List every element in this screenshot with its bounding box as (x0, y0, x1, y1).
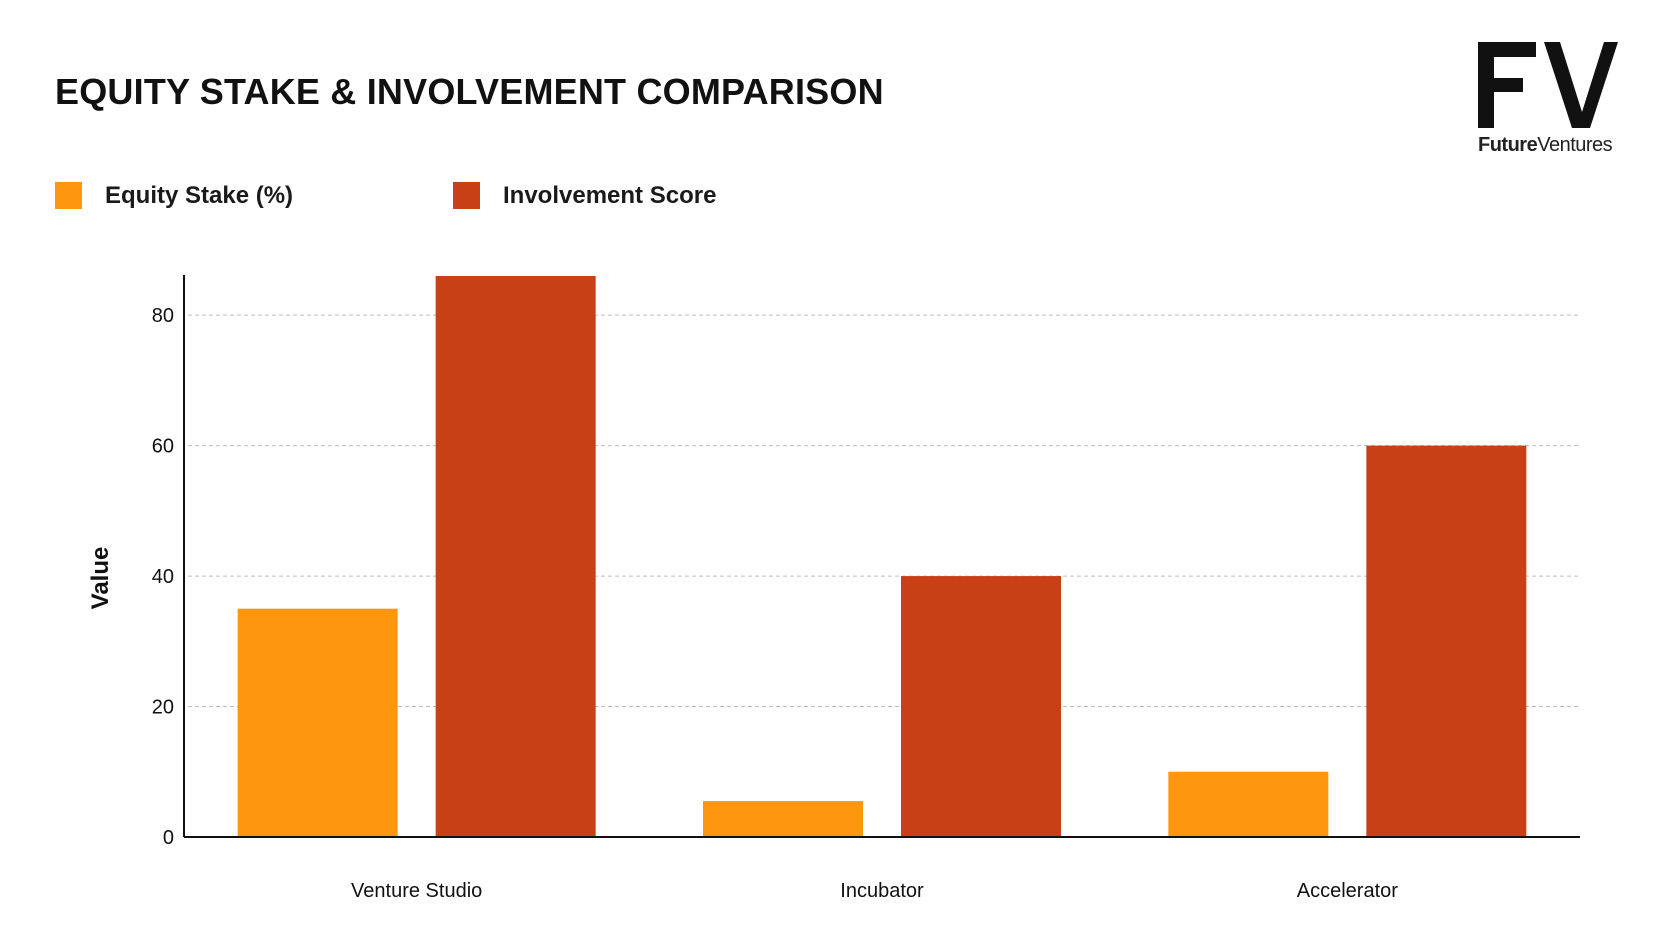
legend-swatch-involvement-score (453, 182, 480, 209)
bar-equity-stake (703, 801, 863, 837)
legend-label-involvement-score: Involvement Score (503, 182, 717, 209)
y-tick-label: 20 (152, 697, 174, 719)
bar-equity-stake (1168, 771, 1329, 837)
x-tick-label: Venture Studio (351, 880, 482, 902)
x-tick-label: Incubator (840, 880, 924, 902)
y-tick-label: 40 (152, 566, 174, 588)
bar-involvement-score (1366, 445, 1527, 837)
x-tick-label: Accelerator (1297, 880, 1398, 902)
logo-word-future: Future (1478, 134, 1538, 156)
future-ventures-logo: FutureVentures (1470, 36, 1620, 166)
y-tick-label: 60 (152, 436, 174, 458)
logo-word-ventures: Ventures (1537, 134, 1613, 156)
legend-label-equity-stake: Equity Stake (%) (105, 182, 294, 209)
bar-equity-stake (237, 608, 398, 837)
logo-wordmark: FutureVentures (1478, 134, 1613, 157)
legend-swatch-equity-stake (55, 182, 82, 209)
fv-logo-mark-icon (1478, 42, 1618, 128)
bar-involvement-score (901, 576, 1061, 837)
bar-involvement-score (435, 276, 596, 837)
y-axis-label: Value (87, 547, 114, 610)
y-tick-label: 0 (163, 827, 174, 849)
chart-title: EQUITY STAKE & INVOLVEMENT COMPARISON (55, 71, 884, 112)
y-tick-label: 80 (152, 305, 174, 327)
